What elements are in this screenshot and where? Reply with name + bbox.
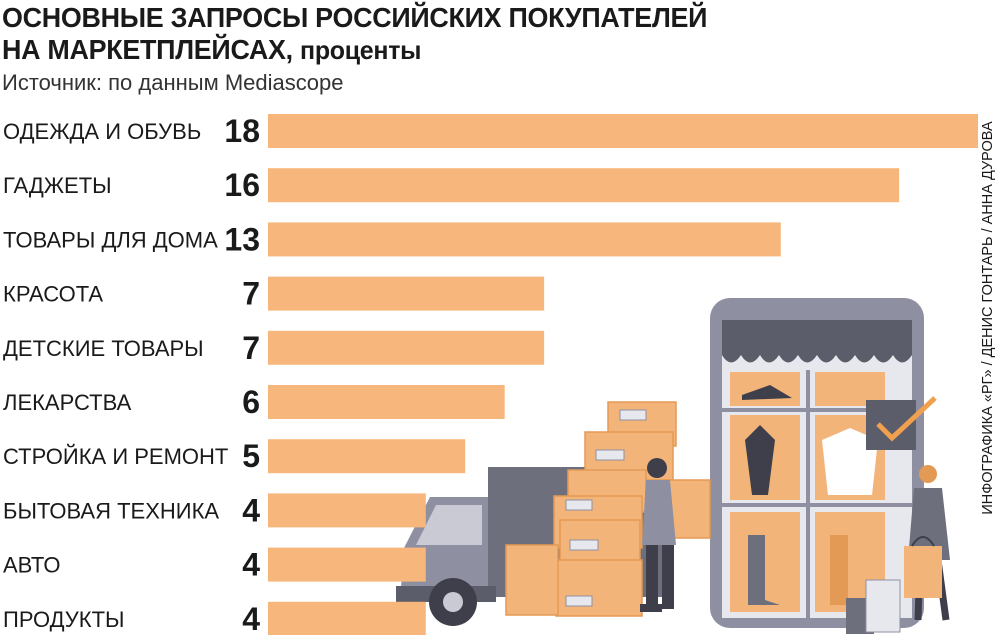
category-label: СТРОЙКА И РЕМОНТ <box>3 444 228 469</box>
category-label: ГАДЖЕТЫ <box>3 173 112 198</box>
bar <box>268 168 900 203</box>
bar <box>268 222 781 257</box>
value-label: 13 <box>224 221 260 257</box>
category-label: ОДЕЖДА И ОБУВЬ <box>3 119 201 144</box>
value-label: 7 <box>242 276 260 312</box>
title-line-2: НА МАРКЕТПЛЕЙСАХ, <box>2 34 293 65</box>
bar <box>268 330 545 365</box>
title-line-1: ОСНОВНЫЕ ЗАПРОСЫ РОССИЙСКИХ ПОКУПАТЕЛЕЙ <box>2 2 708 33</box>
bar <box>268 601 426 635</box>
source-note: Источник: по данным Mediascope <box>2 70 344 95</box>
value-label: 4 <box>242 492 260 528</box>
value-label: 4 <box>242 547 260 583</box>
category-label: ТОВАРЫ ДЛЯ ДОМА <box>3 227 218 252</box>
category-label: ЛЕКАРСТВА <box>3 390 132 415</box>
bar <box>268 439 466 474</box>
value-label: 18 <box>224 113 260 149</box>
checkmark-icon <box>866 396 937 450</box>
bar <box>268 114 978 148</box>
value-label: 16 <box>224 167 260 203</box>
bar <box>268 385 505 419</box>
credit-note: ИНФОГРАФИКА «РГ» / ДЕНИС ГОНТАРЬ / АННА … <box>980 121 996 515</box>
value-label: 5 <box>242 438 260 474</box>
category-label: БЫТОВАЯ ТЕХНИКА <box>3 498 219 523</box>
value-label: 6 <box>242 384 260 420</box>
value-label: 4 <box>242 601 260 635</box>
title-unit: проценты <box>300 35 422 65</box>
smartphone-storefront-icon <box>710 298 924 628</box>
bar <box>268 493 426 528</box>
value-label: 7 <box>242 330 260 366</box>
chart-title: ОСНОВНЫЕ ЗАПРОСЫ РОССИЙСКИХ ПОКУПАТЕЛЕЙ Н… <box>2 2 707 66</box>
category-label: АВТО <box>3 553 60 578</box>
category-label: КРАСОТА <box>3 282 103 307</box>
category-label: ДЕТСКИЕ ТОВАРЫ <box>3 336 204 361</box>
shopping-bag-icon <box>846 536 942 634</box>
category-label: ПРОДУКТЫ <box>3 607 124 632</box>
courier-person-icon <box>640 458 676 612</box>
bar <box>268 547 426 582</box>
bar <box>268 276 545 311</box>
